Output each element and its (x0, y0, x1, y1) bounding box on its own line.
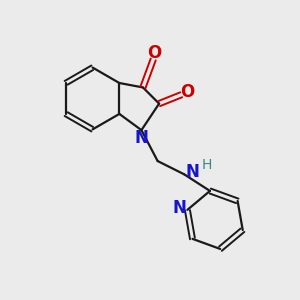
Text: N: N (134, 129, 148, 147)
Text: N: N (172, 200, 186, 217)
Text: H: H (202, 158, 212, 172)
Text: O: O (181, 83, 195, 101)
Text: N: N (185, 163, 199, 181)
Text: O: O (147, 44, 161, 62)
